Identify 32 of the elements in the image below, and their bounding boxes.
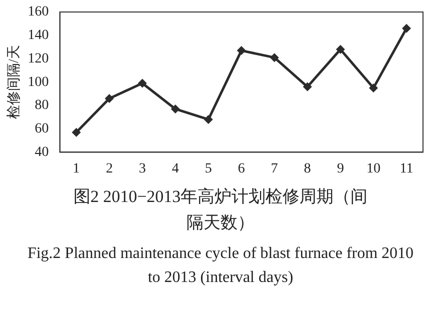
- point: [236, 46, 246, 56]
- x-tick-label: 11: [400, 161, 414, 176]
- y-tick-label: 140: [28, 28, 49, 44]
- point: [270, 53, 279, 62]
- x-tick-label: 1: [72, 161, 80, 176]
- x-tick-label: 7: [270, 161, 278, 176]
- x-tick-label: 2: [106, 161, 113, 176]
- x-tick-label: 4: [172, 161, 179, 176]
- point: [72, 128, 81, 137]
- x-tick-label: 8: [304, 161, 311, 176]
- y-tick-label: 80: [34, 98, 49, 114]
- point: [336, 44, 345, 54]
- point: [170, 104, 180, 114]
- y-axis-title: 检修间隔/天: [6, 45, 22, 120]
- y-tick-label: 60: [34, 122, 49, 137]
- text: 图2 2010−2013年高炉计划检修周期（间隔天数）: [72, 186, 369, 234]
- point: [368, 83, 378, 92]
- y-tick-label: 160: [28, 4, 49, 20]
- x-tick-label: 3: [138, 161, 146, 176]
- x-tick-label: 6: [238, 161, 245, 176]
- y-tick-label: 120: [28, 51, 49, 66]
- point: [204, 114, 213, 124]
- y-tick-label: 100: [28, 74, 49, 90]
- point: [104, 94, 114, 103]
- point: [402, 24, 411, 33]
- point: [138, 78, 147, 88]
- x-tick-label: 5: [204, 161, 212, 176]
- y-tick-label: 40: [34, 144, 49, 160]
- x-tick-label: 10: [366, 161, 380, 176]
- x-tick-label: 9: [336, 161, 344, 176]
- text: Fig.2 Planned maintenance cycle of blast furnace from 2010 to 2013 (interval days): [26, 244, 415, 288]
- point: [302, 82, 312, 92]
